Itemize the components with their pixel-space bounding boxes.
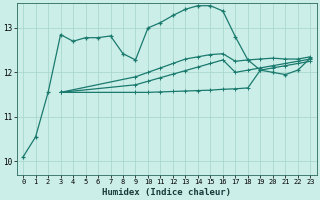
X-axis label: Humidex (Indice chaleur): Humidex (Indice chaleur) (102, 188, 231, 197)
